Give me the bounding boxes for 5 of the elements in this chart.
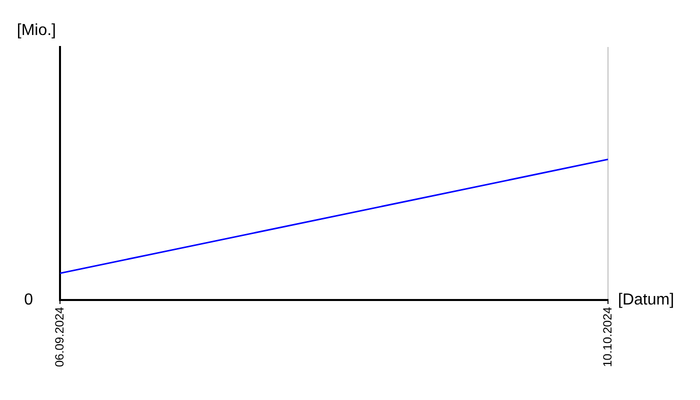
x-tick-label: 10.10.2024 <box>600 306 614 368</box>
text: 0 <box>24 291 34 308</box>
x-tick-label: 06.09.2024 <box>52 306 66 368</box>
x-axis-title: [Datum] <box>618 291 674 308</box>
text: [Mio.] <box>16 22 56 39</box>
